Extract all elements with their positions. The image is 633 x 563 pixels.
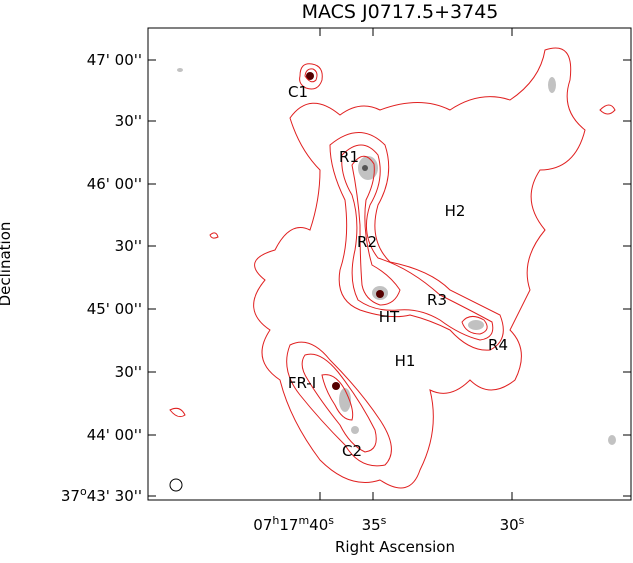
y-tick-label-part: 30'' (115, 363, 142, 381)
y-tick-label: 30'' (115, 363, 142, 381)
contours (169, 47, 616, 489)
x-tick-label-part: 40 (309, 516, 328, 534)
y-axis-label: Declination (0, 222, 14, 307)
x-tick-label-part: 35 (362, 516, 381, 534)
x-tick-label-part: 30 (500, 516, 519, 534)
y-tick-label: 37o43' 30'' (61, 485, 142, 505)
y-tick-label: 46' 00'' (87, 175, 142, 193)
y-tick-label-part: 37 (61, 487, 80, 505)
annotation: H1 (395, 352, 416, 370)
x-tick-label-part: 17 (279, 516, 298, 534)
annotation: C1 (288, 83, 308, 101)
y-tick-label: 45' 00'' (87, 300, 142, 318)
x-tick-label-part: h (272, 514, 279, 527)
y-tick-label-part: 46' 00'' (87, 175, 142, 193)
annotation: R3 (427, 291, 447, 309)
y-tick-label-part: 45' 00'' (87, 300, 142, 318)
annotation: R1 (339, 148, 359, 166)
y-tick-label: 30'' (115, 112, 142, 130)
annotation: R4 (488, 336, 508, 354)
annotation: H2 (445, 202, 466, 220)
x-tick-label: 35s (362, 514, 387, 534)
x-tick-label-part: s (381, 514, 387, 527)
x-tick-label-part: s (328, 514, 334, 527)
title: MACS J0717.5+3745 (302, 1, 499, 23)
y-tick-label-part: 47' 00'' (87, 51, 142, 69)
annotation: FR-I (288, 374, 316, 392)
annotation: HT (379, 308, 400, 326)
y-tick-label: 44' 00'' (87, 426, 142, 444)
y-tick-label-part: 30'' (115, 237, 142, 255)
y-tick-label-part: 44' 00'' (87, 426, 142, 444)
x-tick-label: 07h17m40s (253, 514, 334, 534)
compact-sources (306, 72, 384, 390)
grey-emission (177, 68, 616, 445)
x-tick-label: 30s (500, 514, 525, 534)
annotation: C2 (342, 442, 362, 460)
y-tick-label-part: o (80, 485, 87, 498)
plot-frame (147, 27, 632, 501)
y-tick-label-part: 30'' (115, 112, 142, 130)
x-tick-label-part: m (298, 514, 309, 527)
x-tick-label-part: 07 (253, 516, 272, 534)
y-tick-label-part: 43' 30'' (87, 487, 142, 505)
y-tick-label: 30'' (115, 237, 142, 255)
x-axis-label: Right Ascension (335, 538, 455, 556)
x-tick-label-part: s (519, 514, 525, 527)
y-tick-label: 47' 00'' (87, 51, 142, 69)
beam (169, 478, 183, 492)
annotation: R2 (357, 233, 377, 251)
